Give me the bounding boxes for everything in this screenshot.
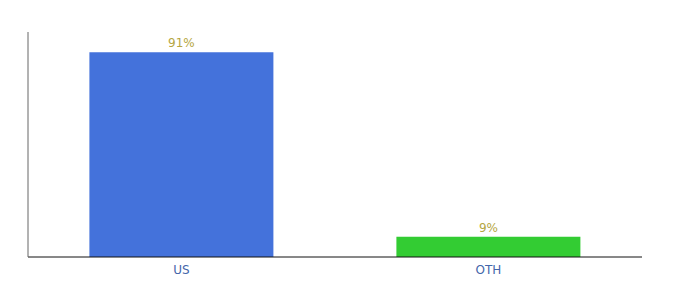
svg-text:OTH: OTH <box>476 263 502 277</box>
svg-text:9%: 9% <box>479 221 498 235</box>
svg-text:91%: 91% <box>168 36 195 50</box>
svg-text:US: US <box>173 263 189 277</box>
